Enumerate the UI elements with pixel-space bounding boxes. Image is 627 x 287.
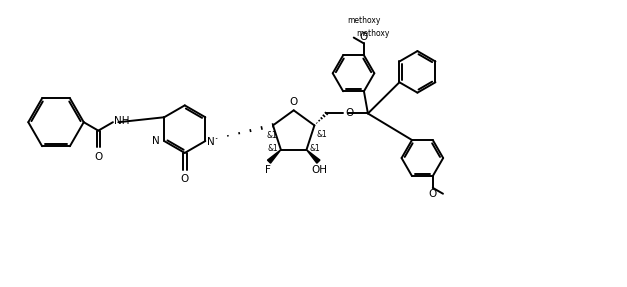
Text: &1: &1 xyxy=(310,144,320,153)
Text: O: O xyxy=(345,108,354,119)
Polygon shape xyxy=(268,150,281,163)
Text: O: O xyxy=(290,97,298,107)
Text: &1: &1 xyxy=(267,144,278,153)
Text: NH: NH xyxy=(114,116,130,126)
Text: &1: &1 xyxy=(266,131,277,140)
Text: N: N xyxy=(208,137,215,147)
Text: O: O xyxy=(360,32,368,42)
Text: OH: OH xyxy=(312,165,327,175)
Polygon shape xyxy=(307,150,320,163)
Text: F: F xyxy=(265,165,271,175)
Text: O: O xyxy=(94,152,102,162)
Text: methoxy: methoxy xyxy=(347,16,381,25)
Text: N: N xyxy=(152,136,160,146)
Text: O: O xyxy=(429,189,437,199)
Text: &1: &1 xyxy=(317,130,328,139)
Text: O: O xyxy=(181,174,189,184)
Text: methoxy: methoxy xyxy=(356,28,389,38)
